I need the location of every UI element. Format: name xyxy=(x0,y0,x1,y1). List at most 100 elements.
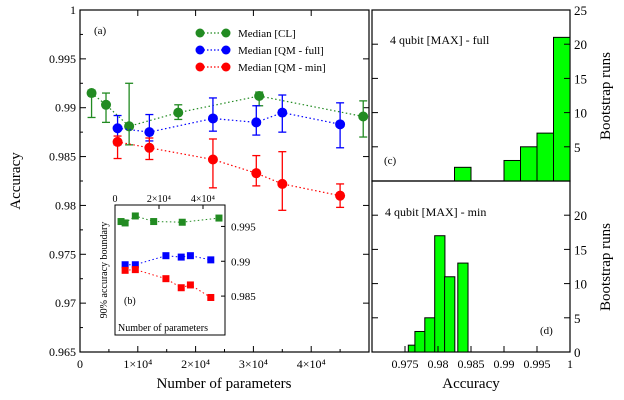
legend-label-qm-full: Median [QM - full] xyxy=(238,45,324,57)
data-point xyxy=(335,119,346,130)
legend-item-qm-min: Median [QM - min] xyxy=(195,62,326,74)
panel-c-title: 4 qubit [MAX] - full xyxy=(390,33,490,47)
legend-marker-cl xyxy=(195,28,205,38)
y-tick-label: 0.965 xyxy=(49,345,76,359)
data-point xyxy=(358,111,369,122)
y-tick-label: 20 xyxy=(574,208,587,223)
panel-b-x-label: Number of parameters xyxy=(118,323,208,334)
x-tick-label: 0.995 xyxy=(524,357,551,371)
y-tick-label: 0.985 xyxy=(49,150,76,164)
histogram-bar xyxy=(434,235,446,353)
panel-d-x-label: Accuracy xyxy=(442,376,500,392)
histogram-bar xyxy=(424,317,436,353)
data-point xyxy=(86,88,97,99)
data-point xyxy=(277,107,288,118)
x-tick-label: 0 xyxy=(113,194,118,205)
data-point xyxy=(207,154,218,165)
data-point xyxy=(144,127,155,138)
legend-marker-qm-full xyxy=(221,45,231,55)
panel-a-y-axis: 0.965 0.97 0.975 0.98 0.985 0.99 0.995 1 xyxy=(49,3,369,359)
y-tick-label: 0.985 xyxy=(231,291,256,303)
data-point xyxy=(335,190,346,201)
data-point xyxy=(173,107,184,118)
legend-marker-cl xyxy=(221,28,231,38)
inset-data-point xyxy=(121,266,129,274)
panel-d-y-label: Bootstrap runs xyxy=(598,223,614,311)
x-tick-label: 3×10⁴ xyxy=(239,357,268,371)
panel-c-y-label: Bootstrap runs xyxy=(598,52,614,140)
legend-label-cl: Median [CL] xyxy=(238,28,296,40)
y-tick-label: 1 xyxy=(70,3,76,17)
legend-marker-qm-full xyxy=(195,45,205,55)
histogram-bar xyxy=(536,132,554,182)
x-tick-label: 2×10⁴ xyxy=(181,357,210,371)
panel-a: (a) 0 1×10⁴ 2×10⁴ 3×10⁴ 4×10⁴ 0.965 0.97 0.975… xyxy=(8,3,370,392)
panel-b-x-axis: 0 2×10⁴ 4×10⁴ xyxy=(113,194,216,209)
legend-item-qm-full: Median [QM - full] xyxy=(195,45,324,57)
histogram-bar xyxy=(520,146,538,182)
inset-data-point xyxy=(207,256,215,264)
inset-data-point xyxy=(162,275,170,283)
y-tick-label: 20 xyxy=(574,37,587,52)
legend-label-qm-min: Median [QM - min] xyxy=(238,62,326,74)
inset-data-point xyxy=(178,218,186,226)
histogram-bar xyxy=(414,330,426,353)
inset-data-point xyxy=(186,252,194,260)
inset-data-point xyxy=(131,261,139,269)
y-tick-label: 5 xyxy=(574,311,581,326)
panel-b-label: (b) xyxy=(124,296,136,307)
y-tick-label: 15 xyxy=(574,242,587,257)
data-point xyxy=(101,99,112,110)
panel-d-label: (d) xyxy=(540,325,553,337)
x-tick-label: 1 xyxy=(567,357,573,371)
x-tick-label: 0.98 xyxy=(428,357,449,371)
data-point xyxy=(144,142,155,153)
y-tick-label: 0.975 xyxy=(49,247,76,261)
panel-c-y-axis: 5 10 15 20 25 xyxy=(372,3,587,155)
inset-data-point xyxy=(117,218,125,226)
y-tick-label: 0.995 xyxy=(231,221,256,233)
y-tick-label: 0.97 xyxy=(55,296,76,310)
panel-b-y-label: 90% accuracy boundary xyxy=(99,222,110,319)
x-tick-label: 0.99 xyxy=(494,357,515,371)
x-tick-label: 0.975 xyxy=(392,357,419,371)
inset-data-point xyxy=(186,281,194,289)
x-tick-label: 2×10⁴ xyxy=(147,194,172,205)
y-tick-label: 0.99 xyxy=(55,101,76,115)
inset-data-point xyxy=(131,212,139,220)
data-point xyxy=(277,178,288,189)
panel-b-series xyxy=(117,212,223,301)
x-tick-label: 1×10⁴ xyxy=(123,357,152,371)
panel-a-y-label: Accuracy xyxy=(8,152,24,210)
y-tick-label: 0 xyxy=(574,345,581,360)
panel-d-bars xyxy=(407,235,469,353)
x-tick-label: 0 xyxy=(77,357,83,371)
y-tick-label: 5 xyxy=(574,140,581,155)
y-tick-label: 25 xyxy=(574,3,587,18)
panel-c-label: (c) xyxy=(384,155,397,167)
inset-data-point xyxy=(131,266,139,274)
panel-d-title: 4 qubit [MAX] - min xyxy=(385,205,486,219)
data-point xyxy=(112,123,123,134)
panel-d-y-axis: 0 5 10 15 20 xyxy=(372,208,587,360)
inset-data-point xyxy=(207,293,215,301)
y-tick-label: 10 xyxy=(574,277,587,292)
panel-a-legend: Median [CL] Median [QM - full] Median [Q… xyxy=(195,28,326,74)
histogram-bar xyxy=(457,262,469,353)
panel-b-y-axis: 0.985 0.99 0.995 xyxy=(221,221,256,303)
inset-data-point xyxy=(215,214,223,222)
x-tick-label: 4×10⁴ xyxy=(297,357,326,371)
x-tick-label: 0.985 xyxy=(458,357,485,371)
data-point xyxy=(207,113,218,124)
panel-b-frame xyxy=(114,204,226,336)
histogram-bar xyxy=(553,36,571,182)
y-tick-label: 10 xyxy=(574,106,587,121)
y-tick-label: 0.98 xyxy=(55,198,76,212)
y-tick-label: 0.995 xyxy=(49,52,76,66)
inset-data-point xyxy=(162,252,170,260)
y-tick-label: 15 xyxy=(574,71,587,86)
x-tick-label: 4×10⁴ xyxy=(191,194,216,205)
panel-a-label: (a) xyxy=(94,25,107,37)
y-tick-label: 0.99 xyxy=(231,256,251,268)
panel-a-series xyxy=(86,82,369,211)
